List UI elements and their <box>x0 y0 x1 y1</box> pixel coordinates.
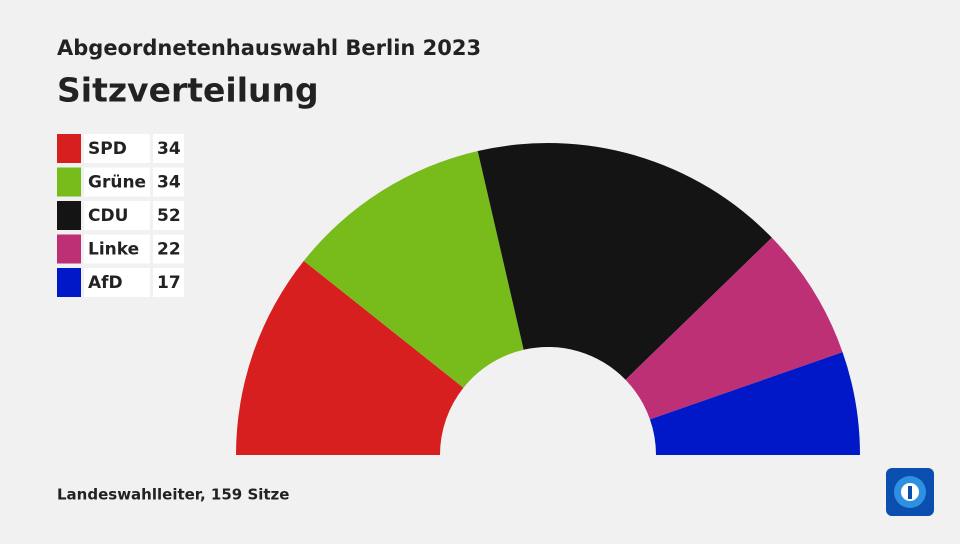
legend-label: Grüne <box>88 173 146 193</box>
legend-label: SPD <box>88 139 127 159</box>
source-note: Landeswahlleiter, 159 Sitze <box>57 486 289 504</box>
legend-label: CDU <box>88 206 128 226</box>
legend-value: 34 <box>157 173 181 193</box>
legend-label: Linke <box>88 240 139 260</box>
legend-label-cell <box>84 201 150 230</box>
chart-supertitle: Abgeordnetenhauswahl Berlin 2023 <box>57 36 481 60</box>
legend-label-cell <box>84 234 150 264</box>
semicircle-slice <box>625 237 843 420</box>
legend-label-cell <box>84 167 150 197</box>
legend-swatch <box>57 134 81 163</box>
legend-swatch <box>57 268 81 297</box>
broadcaster-logo <box>886 468 934 516</box>
semicircle-slice <box>303 151 524 388</box>
legend-value: 52 <box>157 206 181 226</box>
chart-title: Sitzverteilung <box>57 71 319 110</box>
legend-swatch <box>57 201 81 230</box>
legend-value-cell <box>153 268 184 297</box>
legend-value: 17 <box>157 273 181 293</box>
legend-value-cell <box>153 167 184 197</box>
legend-swatch <box>57 167 81 197</box>
legend-label: AfD <box>88 273 123 293</box>
legend-value-cell <box>153 134 184 163</box>
legend-value-cell <box>153 201 184 230</box>
legend: SPD 34 Grüne 34 CDU 52 Linke 22 AfD 17 <box>57 134 184 297</box>
legend-swatch <box>57 234 81 264</box>
semicircle-slice <box>236 260 464 455</box>
legend-label-cell <box>84 134 150 163</box>
semicircle-plot <box>236 143 861 455</box>
legend-value: 22 <box>157 240 181 260</box>
semicircle-slice <box>477 143 772 380</box>
legend-value: 34 <box>157 139 181 159</box>
semicircle-slice <box>649 352 861 455</box>
legend-value-cell <box>153 234 184 264</box>
legend-label-cell <box>84 268 150 297</box>
